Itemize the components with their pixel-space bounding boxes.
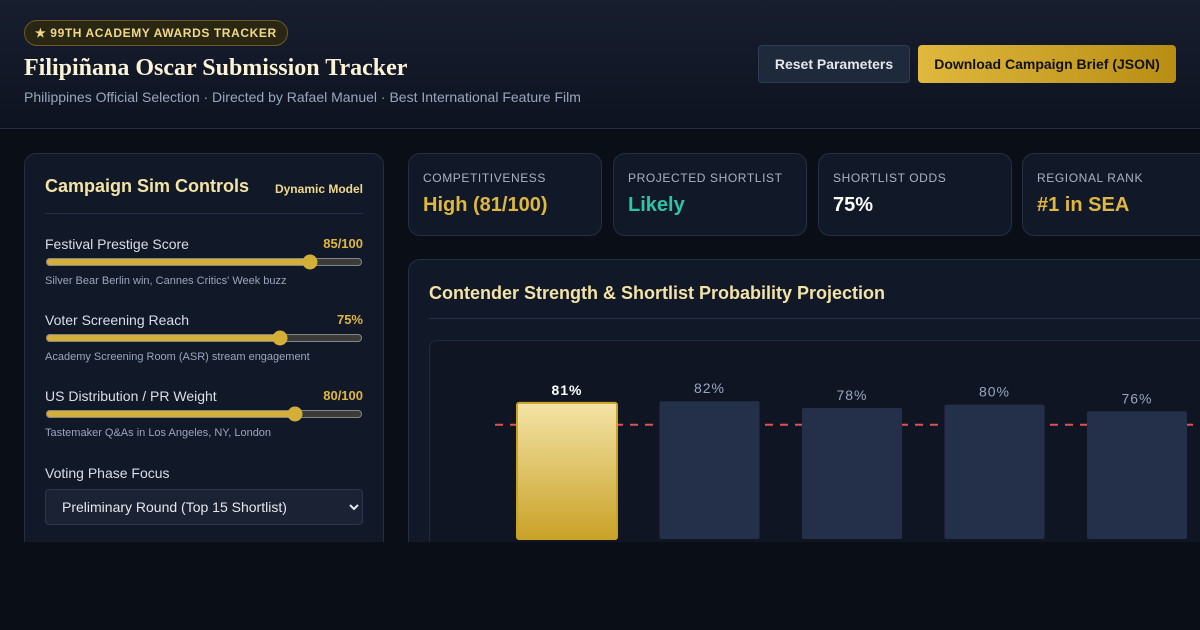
slider-note: Silver Bear Berlin win, Cannes Critics' … — [45, 275, 287, 287]
download-button[interactable]: Download Campaign Brief (JSON) — [918, 45, 1176, 83]
stat-value: #1 in SEA — [1037, 194, 1130, 216]
stat-value: 75% — [833, 194, 874, 216]
slider-note: Academy Screening Room (ASR) stream enga… — [45, 351, 310, 363]
header: ★ 99TH ACADEMY AWARDS TRACKER Filipiñana… — [0, 0, 1200, 129]
slider-note: Tastemaker Q&As in Los Angeles, NY, Lond… — [45, 427, 272, 439]
stat-value: Likely — [628, 194, 685, 216]
stat-label: PROJECTED SHORTLIST — [628, 171, 783, 185]
controls-title: Campaign Sim Controls — [45, 176, 250, 196]
bar-value-label: 76% — [1121, 390, 1152, 406]
model-tag: Dynamic Model — [274, 182, 363, 196]
reset-button[interactable]: Reset Parameters — [758, 45, 910, 83]
chart-title: Contender Strength & Shortlist Probabili… — [429, 283, 886, 303]
slider-value: 80/100 — [323, 388, 363, 403]
stat-label: REGIONAL RANK — [1037, 171, 1144, 185]
main: Campaign Sim Controls Dynamic Model Fest… — [0, 129, 1200, 542]
slider[interactable] — [45, 330, 363, 346]
stat-label: COMPETITIVENESS — [423, 171, 547, 185]
stat-card: PROJECTED SHORTLIST Likely — [613, 153, 807, 236]
divider — [429, 318, 1200, 319]
slider-group: Festival Prestige Score 85/100 Silver Bear… — [45, 236, 363, 292]
slider[interactable] — [45, 254, 363, 270]
bar-value-label: 78% — [836, 387, 867, 403]
bar-value-label: 81% — [551, 382, 582, 398]
bar — [516, 401, 618, 540]
bar — [944, 404, 1045, 539]
page-title: Filipiñana Oscar Submission Tracker — [24, 55, 408, 81]
bar — [1087, 411, 1187, 539]
bar-value-label: 82% — [694, 380, 725, 396]
chart: 81% 82% 78% 80% 76% — [495, 380, 1200, 540]
phase-select[interactable]: Preliminary Round (Top 15 Shortlist) — [45, 489, 363, 525]
divider — [45, 213, 363, 214]
stat-label: SHORTLIST ODDS — [833, 171, 947, 185]
bar-value-label: 80% — [979, 384, 1010, 400]
bar — [659, 401, 760, 539]
select-label: Voting Phase Focus — [45, 465, 170, 481]
slider-label: Festival Prestige Score — [45, 236, 189, 252]
stat-value: High (81/100) — [423, 194, 548, 216]
subtitle: Philippines Official Selection · Directe… — [24, 89, 581, 105]
slider-value: 85/100 — [323, 236, 363, 251]
stat-card: COMPETITIVENESS High (81/100) — [408, 153, 602, 236]
badge: ★ 99TH ACADEMY AWARDS TRACKER — [24, 20, 288, 46]
slider-value: 75% — [336, 312, 363, 327]
chart-area: 81% 82% 78% 80% 76% — [429, 340, 1200, 542]
controls-panel: Campaign Sim Controls Dynamic Model Fest… — [24, 153, 384, 542]
slider[interactable] — [45, 406, 363, 422]
slider-label: Voter Screening Reach — [45, 312, 189, 328]
stat-card: SHORTLIST ODDS 75% — [818, 153, 1012, 236]
bar — [802, 407, 902, 539]
slider-label: US Distribution / PR Weight — [45, 388, 217, 404]
stat-card: REGIONAL RANK #1 in SEA — [1022, 153, 1200, 236]
chart-panel: Contender Strength & Shortlist Probabili… — [408, 259, 1200, 542]
slider-group: US Distribution / PR Weight 80/100 Tastema… — [45, 388, 363, 444]
slider-group: Voter Screening Reach 75% Academy Screenin… — [45, 312, 363, 368]
